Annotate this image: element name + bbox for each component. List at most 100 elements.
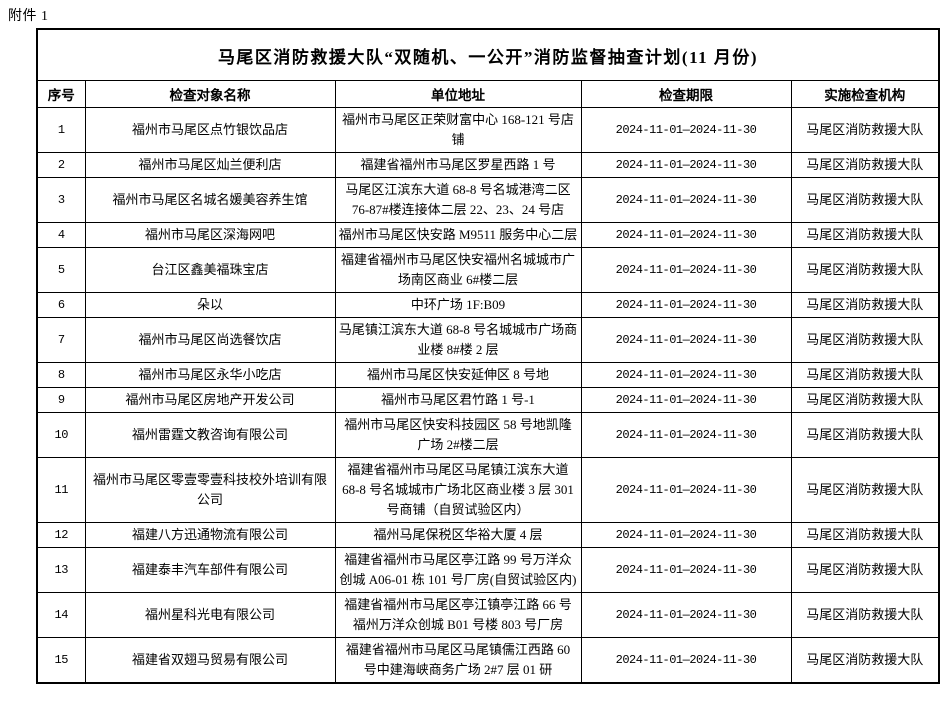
inspection-agency-cell: 马尾区消防救援大队 bbox=[790, 317, 940, 363]
inspection-agency-cell: 马尾区消防救援大队 bbox=[790, 387, 940, 413]
header-unit-address: 单位地址 bbox=[334, 80, 582, 108]
inspection-agency-cell: 马尾区消防救援大队 bbox=[790, 547, 940, 593]
inspection-period-cell: 2024-11-01—2024-11-30 bbox=[580, 107, 792, 153]
table-row: 4 福州市马尾区深海网吧 福州市马尾区快安路 M9511 服务中心二层 2024… bbox=[36, 222, 940, 248]
unit-address-cell: 福州市马尾区快安科技园区 58 号地凯隆广场 2#楼二层 bbox=[334, 412, 582, 458]
table-row: 14 福州星科光电有限公司 福建省福州市马尾区亭江镇亭江路 66 号福州万洋众创… bbox=[36, 592, 940, 638]
target-name-cell: 福州市马尾区房地产开发公司 bbox=[84, 387, 336, 413]
target-name-cell: 福州市马尾区零壹零壹科技校外培训有限公司 bbox=[84, 457, 336, 523]
inspection-agency-cell: 马尾区消防救援大队 bbox=[790, 177, 940, 223]
table-row: 12 福建八方迅通物流有限公司 福州马尾保税区华裕大厦 4 层 2024-11-… bbox=[36, 522, 940, 548]
serial-number-cell: 1 bbox=[36, 107, 86, 153]
inspection-agency-cell: 马尾区消防救援大队 bbox=[790, 412, 940, 458]
unit-address-cell: 福州市马尾区快安延伸区 8 号地 bbox=[334, 362, 582, 388]
target-name-cell: 福州雷霆文教咨询有限公司 bbox=[84, 412, 336, 458]
target-name-cell: 朵以 bbox=[84, 292, 336, 318]
inspection-agency-cell: 马尾区消防救援大队 bbox=[790, 247, 940, 293]
inspection-period-cell: 2024-11-01—2024-11-30 bbox=[580, 387, 792, 413]
unit-address-cell: 福建省福州市马尾区快安福州名城城市广场南区商业 6#楼二层 bbox=[334, 247, 582, 293]
serial-number-cell: 4 bbox=[36, 222, 86, 248]
inspection-period-cell: 2024-11-01—2024-11-30 bbox=[580, 522, 792, 548]
serial-number-cell: 14 bbox=[36, 592, 86, 638]
inspection-agency-cell: 马尾区消防救援大队 bbox=[790, 292, 940, 318]
inspection-period-cell: 2024-11-01—2024-11-30 bbox=[580, 362, 792, 388]
inspection-period-cell: 2024-11-01—2024-11-30 bbox=[580, 222, 792, 248]
target-name-cell: 福州市马尾区深海网吧 bbox=[84, 222, 336, 248]
unit-address-cell: 福建省福州市马尾区罗星西路 1 号 bbox=[334, 152, 582, 178]
serial-number-cell: 13 bbox=[36, 547, 86, 593]
inspection-agency-cell: 马尾区消防救援大队 bbox=[790, 522, 940, 548]
serial-number-cell: 7 bbox=[36, 317, 86, 363]
inspection-agency-cell: 马尾区消防救援大队 bbox=[790, 107, 940, 153]
table-row: 10 福州雷霆文教咨询有限公司 福州市马尾区快安科技园区 58 号地凯隆广场 2… bbox=[36, 412, 940, 458]
header-serial-number: 序号 bbox=[36, 80, 86, 108]
attachment-label: 附件 1 bbox=[8, 9, 49, 24]
target-name-cell: 福州市马尾区点竹银饮品店 bbox=[84, 107, 336, 153]
unit-address-cell: 福州市马尾区快安路 M9511 服务中心二层 bbox=[334, 222, 582, 248]
table-row: 7 福州市马尾区尚选餐饮店 马尾镇江滨东大道 68-8 号名城城市广场商业楼 8… bbox=[36, 317, 940, 363]
table-row: 8 福州市马尾区永华小吃店 福州市马尾区快安延伸区 8 号地 2024-11-0… bbox=[36, 362, 940, 388]
target-name-cell: 福州市马尾区灿兰便利店 bbox=[84, 152, 336, 178]
title-row: 马尾区消防救援大队“双随机、一公开”消防监督抽查计划(11 月份) bbox=[36, 28, 940, 81]
inspection-agency-cell: 马尾区消防救援大队 bbox=[790, 457, 940, 523]
target-name-cell: 福州星科光电有限公司 bbox=[84, 592, 336, 638]
table-row: 9 福州市马尾区房地产开发公司 福州市马尾区君竹路 1 号-1 2024-11-… bbox=[36, 387, 940, 413]
serial-number-cell: 11 bbox=[36, 457, 86, 523]
table-row: 13 福建泰丰汽车部件有限公司 福建省福州市马尾区亭江路 99 号万洋众创城 A… bbox=[36, 547, 940, 593]
inspection-period-cell: 2024-11-01—2024-11-30 bbox=[580, 177, 792, 223]
serial-number-cell: 15 bbox=[36, 637, 86, 684]
serial-number-cell: 12 bbox=[36, 522, 86, 548]
table-row: 1 福州市马尾区点竹银饮品店 福州市马尾区正荣财富中心 168-121 号店铺 … bbox=[36, 107, 940, 153]
inspection-period-cell: 2024-11-01—2024-11-30 bbox=[580, 457, 792, 523]
unit-address-cell: 福州市马尾区正荣财富中心 168-121 号店铺 bbox=[334, 107, 582, 153]
unit-address-cell: 福建省福州市马尾区马尾镇儒江西路 60 号中建海峡商务广场 2#7 层 01 研 bbox=[334, 637, 582, 684]
unit-address-cell: 马尾镇江滨东大道 68-8 号名城城市广场商业楼 8#楼 2 层 bbox=[334, 317, 582, 363]
inspection-period-cell: 2024-11-01—2024-11-30 bbox=[580, 292, 792, 318]
serial-number-cell: 8 bbox=[36, 362, 86, 388]
inspection-period-cell: 2024-11-01—2024-11-30 bbox=[580, 152, 792, 178]
unit-address-cell: 福州马尾保税区华裕大厦 4 层 bbox=[334, 522, 582, 548]
header-inspection-agency: 实施检查机构 bbox=[790, 80, 940, 108]
header-target-name: 检查对象名称 bbox=[84, 80, 336, 108]
serial-number-cell: 3 bbox=[36, 177, 86, 223]
header-row: 序号 检查对象名称 单位地址 检查期限 实施检查机构 bbox=[36, 80, 940, 108]
inspection-period-cell: 2024-11-01—2024-11-30 bbox=[580, 317, 792, 363]
serial-number-cell: 9 bbox=[36, 387, 86, 413]
table-row: 15 福建省双翅马贸易有限公司 福建省福州市马尾区马尾镇儒江西路 60 号中建海… bbox=[36, 637, 940, 684]
inspection-agency-cell: 马尾区消防救援大队 bbox=[790, 152, 940, 178]
unit-address-cell: 福州市马尾区君竹路 1 号-1 bbox=[334, 387, 582, 413]
unit-address-cell: 中环广场 1F:B09 bbox=[334, 292, 582, 318]
inspection-period-cell: 2024-11-01—2024-11-30 bbox=[580, 412, 792, 458]
inspection-period-cell: 2024-11-01—2024-11-30 bbox=[580, 592, 792, 638]
inspection-agency-cell: 马尾区消防救援大队 bbox=[790, 222, 940, 248]
unit-address-cell: 马尾区江滨东大道 68-8 号名城港湾二区 76-87#楼连接体二层 22、23… bbox=[334, 177, 582, 223]
table-row: 3 福州市马尾区名城名媛美容养生馆 马尾区江滨东大道 68-8 号名城港湾二区 … bbox=[36, 177, 940, 223]
inspection-agency-cell: 马尾区消防救援大队 bbox=[790, 362, 940, 388]
header-inspection-period: 检查期限 bbox=[580, 80, 792, 108]
inspection-plan-table-container: 马尾区消防救援大队“双随机、一公开”消防监督抽查计划(11 月份) 序号 检查对… bbox=[36, 28, 941, 684]
target-name-cell: 福州市马尾区永华小吃店 bbox=[84, 362, 336, 388]
table-row: 11 福州市马尾区零壹零壹科技校外培训有限公司 福建省福州市马尾区马尾镇江滨东大… bbox=[36, 457, 940, 523]
target-name-cell: 福州市马尾区名城名媛美容养生馆 bbox=[84, 177, 336, 223]
serial-number-cell: 10 bbox=[36, 412, 86, 458]
inspection-period-cell: 2024-11-01—2024-11-30 bbox=[580, 247, 792, 293]
inspection-agency-cell: 马尾区消防救援大队 bbox=[790, 592, 940, 638]
table-row: 2 福州市马尾区灿兰便利店 福建省福州市马尾区罗星西路 1 号 2024-11-… bbox=[36, 152, 940, 178]
target-name-cell: 福建八方迅通物流有限公司 bbox=[84, 522, 336, 548]
unit-address-cell: 福建省福州市马尾区亭江路 99 号万洋众创城 A06-01 栋 101 号厂房(… bbox=[334, 547, 582, 593]
serial-number-cell: 6 bbox=[36, 292, 86, 318]
target-name-cell: 福建省双翅马贸易有限公司 bbox=[84, 637, 336, 684]
table-row: 6 朵以 中环广场 1F:B09 2024-11-01—2024-11-30 马… bbox=[36, 292, 940, 318]
unit-address-cell: 福建省福州市马尾区亭江镇亭江路 66 号福州万洋众创城 B01 号楼 803 号… bbox=[334, 592, 582, 638]
target-name-cell: 福建泰丰汽车部件有限公司 bbox=[84, 547, 336, 593]
serial-number-cell: 2 bbox=[36, 152, 86, 178]
inspection-agency-cell: 马尾区消防救援大队 bbox=[790, 637, 940, 684]
unit-address-cell: 福建省福州市马尾区马尾镇江滨东大道 68-8 号名城城市广场北区商业楼 3 层 … bbox=[334, 457, 582, 523]
table-title: 马尾区消防救援大队“双随机、一公开”消防监督抽查计划(11 月份) bbox=[36, 28, 940, 81]
target-name-cell: 台江区鑫美福珠宝店 bbox=[84, 247, 336, 293]
inspection-period-cell: 2024-11-01—2024-11-30 bbox=[580, 547, 792, 593]
serial-number-cell: 5 bbox=[36, 247, 86, 293]
table-row: 5 台江区鑫美福珠宝店 福建省福州市马尾区快安福州名城城市广场南区商业 6#楼二… bbox=[36, 247, 940, 293]
inspection-period-cell: 2024-11-01—2024-11-30 bbox=[580, 637, 792, 684]
target-name-cell: 福州市马尾区尚选餐饮店 bbox=[84, 317, 336, 363]
